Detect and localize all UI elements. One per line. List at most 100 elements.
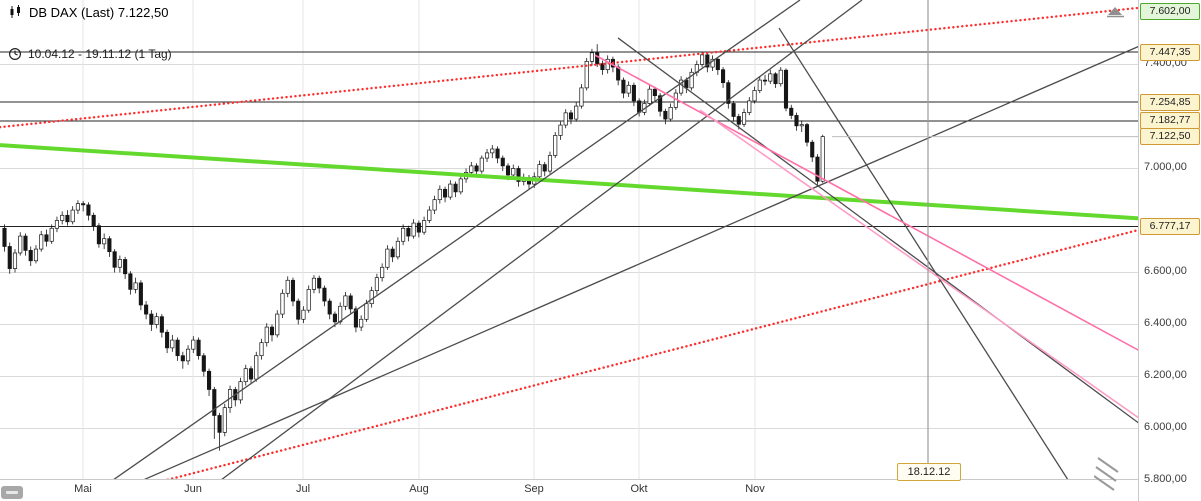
candle-body	[327, 300, 332, 315]
candle-body	[427, 209, 432, 221]
candle-body	[70, 209, 75, 223]
candle-body	[144, 304, 149, 315]
candle-body	[217, 415, 222, 433]
fan-arrow-icon	[1094, 457, 1119, 491]
candle-body	[191, 339, 196, 350]
month-label: Sep	[524, 483, 544, 495]
candle-body	[595, 52, 600, 65]
trendline-up-steep-1[interactable]	[82, 0, 801, 501]
price-level-badge[interactable]: 7.447,35	[1140, 43, 1200, 61]
candle-body	[301, 309, 306, 320]
candle-body	[810, 141, 815, 158]
candle-body	[123, 259, 128, 275]
candle-body	[689, 71, 694, 89]
trendline-down-1[interactable]	[617, 37, 1139, 424]
triangle-marker-icon[interactable]	[1106, 4, 1126, 18]
candle-body	[18, 235, 23, 254]
candle-body	[380, 266, 385, 279]
candle-body	[663, 110, 668, 120]
candle-body	[511, 168, 516, 176]
price-level-badge[interactable]: 7.602,00	[1140, 3, 1200, 21]
candle-body	[311, 277, 317, 290]
candle-body	[443, 188, 448, 198]
candle-body	[495, 148, 500, 159]
price-level-badge[interactable]: 7.182,77	[1140, 112, 1200, 130]
candle-body	[516, 168, 521, 182]
candle-body	[243, 368, 248, 383]
date-marker-badge[interactable]: 18.12.12	[897, 463, 961, 481]
trendline-pink-1[interactable]	[594, 54, 1139, 352]
candle-body	[196, 339, 201, 357]
candle-body	[416, 222, 421, 233]
candle-body	[652, 88, 657, 97]
month-label: Okt	[630, 483, 648, 495]
candle-body	[458, 178, 463, 193]
minimized-toolbar-button[interactable]	[1, 486, 23, 499]
candle-body	[773, 73, 778, 85]
candle-body	[96, 225, 101, 245]
month-label: Jun	[184, 483, 202, 495]
trendline-red-dotted-lower[interactable]	[83, 228, 1139, 501]
candle-body	[584, 61, 589, 89]
price-level-badge[interactable]: 7.254,85	[1140, 93, 1200, 111]
month-label: Jul	[295, 483, 311, 495]
candle-body	[254, 355, 259, 380]
trendline-red-dotted-upper[interactable]	[0, 6, 1139, 129]
candle-body	[658, 95, 663, 112]
candle-body	[75, 203, 80, 211]
price-level-badge[interactable]: 7.122,50	[1140, 128, 1200, 146]
month-label: Aug	[409, 483, 429, 495]
candle-body	[726, 82, 731, 104]
price-level-badge[interactable]: 6.777,17	[1140, 217, 1200, 235]
candle-body	[138, 282, 143, 306]
candle-body	[537, 164, 542, 178]
candle-body	[201, 355, 206, 372]
candle-body	[589, 52, 594, 62]
legend-symbol-label: DB DAX (Last) 7.122,50	[29, 5, 169, 20]
candle-body	[547, 155, 553, 172]
trendline-up-shallow[interactable]	[94, 45, 1139, 501]
price-tick-label: 6.200,00	[1144, 369, 1187, 382]
candle-body	[453, 183, 458, 193]
time-axis[interactable]: Mai Jun Jul Aug Sep Okt Nov	[0, 479, 1138, 501]
candle-body	[390, 248, 395, 258]
candle-body	[705, 54, 710, 68]
candle-body	[563, 112, 568, 126]
candle-body	[280, 292, 285, 315]
trendline-green[interactable]	[0, 143, 1139, 221]
trendline-down-2[interactable]	[778, 27, 1095, 501]
candle-body	[154, 316, 159, 325]
candle-body	[353, 308, 358, 328]
candle-body	[65, 214, 70, 223]
candle-body	[23, 235, 28, 251]
candle-body	[558, 124, 563, 136]
month-label: Nov	[745, 483, 765, 495]
candle-body	[799, 124, 804, 127]
candle-body	[28, 250, 33, 262]
price-axis[interactable]: 7.400,00 7.000,00 6.600,00 6.400,00 6.200,00…	[1138, 0, 1201, 501]
candle-body	[306, 289, 311, 311]
candle-body	[112, 251, 117, 268]
candle-body	[804, 124, 810, 143]
candle-body	[33, 248, 39, 262]
candle-body	[54, 220, 60, 229]
candle-body	[731, 103, 736, 117]
candle-body	[107, 238, 112, 253]
candle-body	[469, 165, 474, 173]
candle-body	[269, 326, 275, 336]
candle-body	[479, 157, 484, 172]
candle-body	[385, 248, 390, 268]
candle-body	[794, 115, 799, 127]
trendline-up-steep-2[interactable]	[192, 0, 863, 501]
candle-body	[762, 79, 768, 82]
candle-body	[500, 157, 505, 167]
chart-canvas[interactable]	[0, 0, 1139, 501]
price-tick-label: 5.800,00	[1144, 473, 1187, 486]
candle-body	[401, 227, 406, 242]
trendline-pink-2[interactable]	[699, 109, 1139, 419]
minimized-toolbar-icon	[6, 491, 18, 494]
candle-body	[406, 227, 411, 237]
candle-body	[605, 58, 610, 71]
candle-body	[369, 290, 374, 305]
